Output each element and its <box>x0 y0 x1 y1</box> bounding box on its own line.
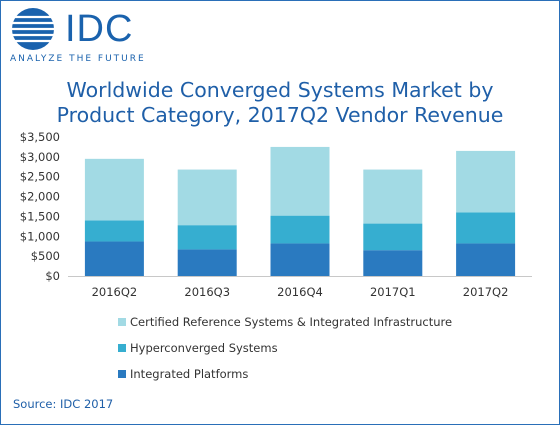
legend-label-integrated: Integrated Platforms <box>130 367 249 381</box>
x-tick-label: 2016Q3 <box>184 285 230 299</box>
globe-icon <box>12 8 54 50</box>
y-tick-label: $2,000 <box>20 190 60 204</box>
y-tick-label: $3,000 <box>20 150 60 164</box>
legend-label-hyperconverged: Hyperconverged Systems <box>130 341 278 355</box>
y-tick-label: $1,500 <box>20 209 60 223</box>
y-tick-label: $500 <box>31 249 60 263</box>
y-tick-label: $2,500 <box>20 170 60 184</box>
legend-swatch-hyperconverged <box>118 344 126 352</box>
legend-swatch-integrated <box>118 370 126 378</box>
bar-segment-hyperconverged <box>456 212 516 244</box>
legend-label-certified: Certified Reference Systems & Integrated… <box>130 315 453 329</box>
logo-tagline: ANALYZE THE FUTURE <box>10 54 146 64</box>
chart-title-line-1: Worldwide Converged Systems Market by <box>66 78 494 102</box>
chart-title-line-2: Product Category, 2017Q2 Vendor Revenue <box>56 103 504 127</box>
chart-title: Worldwide Converged Systems Market by Pr… <box>40 78 520 128</box>
x-tick-label: 2016Q4 <box>277 285 323 299</box>
bar-segment-hyperconverged <box>177 225 237 250</box>
legend-swatch-certified <box>118 318 126 326</box>
bar-segment-integrated <box>84 241 144 276</box>
y-tick-label: $3,500 <box>20 130 60 144</box>
source-note: Source: IDC 2017 <box>13 397 114 411</box>
bar-segment-integrated <box>456 243 516 276</box>
bar-segment-integrated <box>270 243 330 276</box>
bar-segment-certified <box>456 150 516 213</box>
bar-segment-certified <box>84 158 144 221</box>
y-tick-label: $0 <box>45 269 60 283</box>
y-tick-label: $1,000 <box>20 229 60 243</box>
bar-segment-certified <box>363 169 423 224</box>
x-tick-label: 2016Q2 <box>92 285 138 299</box>
x-tick-label: 2017Q1 <box>370 285 416 299</box>
bar-segment-integrated <box>363 250 423 276</box>
bar-segment-hyperconverged <box>84 220 144 242</box>
idc-logo: IDC ANALYZE THE FUTURE <box>8 6 148 66</box>
bar-segment-hyperconverged <box>363 223 423 251</box>
logo-wordmark: IDC <box>65 8 134 50</box>
bar-segment-integrated <box>177 249 237 276</box>
bar-segment-certified <box>270 146 330 216</box>
x-tick-label: 2017Q2 <box>463 285 509 299</box>
bar-segment-certified <box>177 169 237 226</box>
bar-segment-hyperconverged <box>270 215 330 244</box>
